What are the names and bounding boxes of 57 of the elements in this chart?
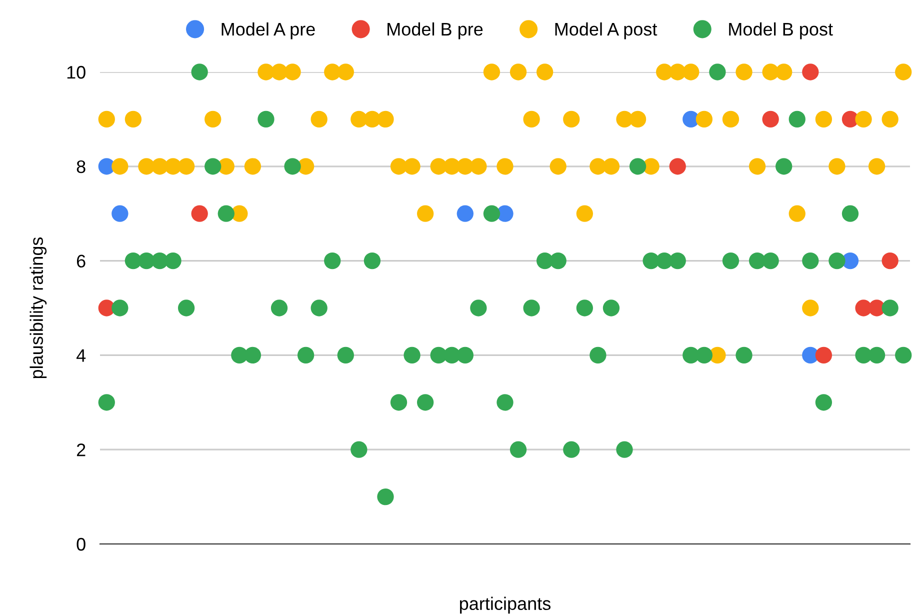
point (802, 300, 819, 316)
point (483, 64, 500, 80)
point (576, 205, 594, 222)
y-tick-label: 6 (76, 254, 86, 268)
point (762, 110, 779, 128)
point (536, 64, 554, 80)
point (244, 158, 262, 175)
point (828, 158, 846, 175)
point (868, 158, 886, 175)
y-tick-label: 8 (76, 160, 86, 174)
y-tick-label: 2 (76, 444, 86, 456)
legend-label: Model B post (729, 22, 833, 40)
point (523, 110, 540, 128)
point (802, 64, 819, 80)
point (470, 158, 487, 175)
y-axis-title: plausibility ratings (30, 237, 47, 378)
legend-label: Model B pre (388, 22, 483, 40)
point (696, 110, 713, 128)
point (669, 158, 686, 175)
point (682, 64, 700, 80)
point (204, 110, 222, 128)
point (602, 158, 620, 175)
y-tick-label: 4 (76, 349, 86, 362)
point (124, 110, 142, 128)
x-axis-title: participants (460, 596, 551, 614)
point (377, 110, 394, 128)
point (112, 205, 128, 222)
point (416, 205, 434, 222)
point (112, 158, 128, 175)
point (191, 205, 208, 222)
point (882, 110, 898, 128)
point (310, 110, 328, 128)
point (456, 205, 474, 222)
point (629, 110, 646, 128)
point (510, 64, 527, 80)
point (496, 158, 514, 175)
point (550, 158, 566, 175)
point (284, 64, 301, 80)
point (895, 64, 912, 80)
y-tick-label: 0 (76, 538, 86, 551)
y-tick-label: 10 (67, 66, 86, 79)
point (98, 110, 115, 128)
point (722, 110, 740, 128)
point (404, 158, 420, 175)
legend-label: Model A pre (222, 22, 315, 40)
point (882, 252, 898, 270)
point (563, 110, 580, 128)
legend-label: Model A post (555, 22, 658, 40)
point (855, 110, 872, 128)
point (736, 64, 752, 80)
point (815, 346, 832, 364)
point (748, 158, 766, 175)
point (776, 64, 792, 80)
point (815, 110, 832, 128)
point (788, 205, 806, 222)
point (337, 64, 354, 80)
point (178, 158, 195, 175)
